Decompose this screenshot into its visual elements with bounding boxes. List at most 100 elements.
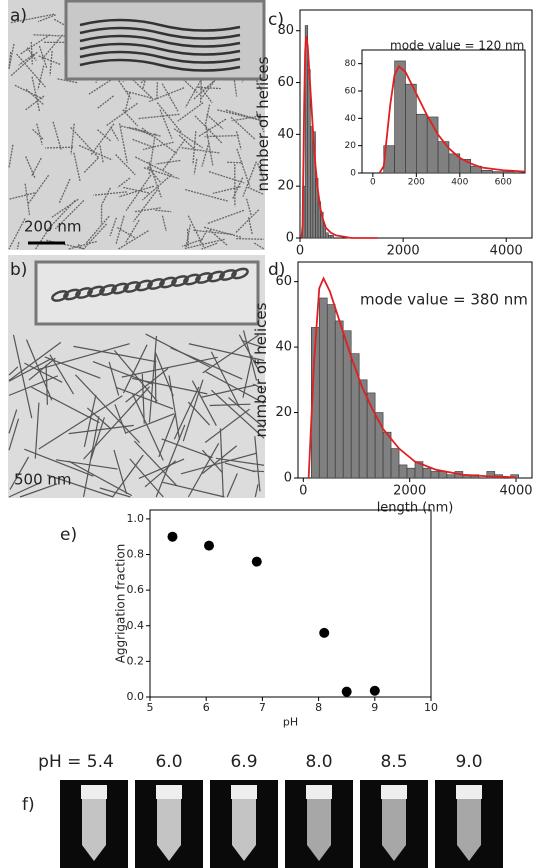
photo-label: 6.9 [230,752,257,772]
fiber [129,458,164,498]
annotation: mode value = 120 nm [390,39,524,53]
fiber [178,134,197,151]
annotation: mode value = 380 nm [360,291,528,309]
fiber [230,116,256,141]
fiber [138,113,180,120]
fiber [121,356,218,378]
tube [232,785,256,861]
helix-turn [231,267,249,280]
fiber [101,187,112,206]
y-tick-label: 40 [275,340,292,355]
y-tick-label: 20 [275,405,292,420]
scale-bar-label: 500 nm [14,471,72,489]
fiber [162,481,225,498]
fiber [34,402,40,459]
fiber [173,386,200,440]
plot-frame [149,509,432,698]
x-tick-label: 400 [451,178,468,188]
point [251,556,262,567]
bar [390,448,400,479]
fiber [36,343,130,371]
bar [326,304,336,479]
y-tick-label: 20 [345,141,357,151]
photo-label: 8.5 [380,752,407,772]
x-axis-label: pH [283,715,298,728]
fiber [19,483,58,498]
y-axis-label: number of helices [252,302,270,437]
tube [457,785,481,861]
fiber [8,341,62,381]
fiber [8,144,14,169]
fiber [201,142,210,167]
fiber [252,383,265,390]
fiber [55,459,118,470]
fiber [141,373,145,424]
fiber [77,243,83,250]
helix [79,18,241,32]
fiber [73,345,157,363]
fiber [200,384,257,398]
fiber [192,77,219,101]
fiber [197,86,221,90]
fiber [45,364,49,405]
fiber [82,223,108,250]
fiber [194,115,223,144]
x-tick-label: 2000 [393,484,426,499]
fiber [55,199,85,230]
bar [318,297,328,479]
panel-label: a) [10,6,27,26]
fiber [16,242,20,250]
bar [394,60,406,174]
fiber [117,177,131,188]
fiber [231,116,257,122]
fiber [24,362,63,383]
fiber [191,380,217,426]
bar [492,171,504,174]
y-tick-label: 60 [275,274,292,289]
y-tick-label: 20 [277,179,294,194]
x-tick-label: 8 [315,701,322,714]
bar [406,467,416,479]
bar [422,467,432,479]
bar [328,235,332,239]
tube-cap [306,785,332,799]
fiber [133,207,161,213]
fiber [115,154,136,176]
fiber [170,347,243,380]
fiber [90,123,115,156]
fiber [125,219,140,243]
fiber [28,357,56,381]
point [341,686,352,697]
y-tick-label: 0.8 [127,548,145,561]
fiber [128,126,147,133]
bar [382,431,392,479]
fiber [130,77,154,100]
fiber [187,443,220,498]
fiber [242,355,253,398]
x-tick-label: 4000 [499,484,532,499]
bar [446,474,456,479]
fiber [210,389,265,439]
x-tick-label: 0 [296,244,304,259]
fiber [38,55,61,65]
fiber [38,45,48,69]
fiber [52,121,62,150]
x-tick-label: 2000 [387,244,420,259]
fiber [8,366,19,376]
fiber [158,412,177,458]
fiber [112,454,144,498]
fiber [185,188,228,202]
fiber [118,185,155,198]
plot-frame [299,9,533,239]
fiber [32,128,45,141]
fiber [12,334,33,419]
helix [79,58,241,72]
panel-label: c) [268,10,284,30]
fiber [200,73,221,99]
bar [405,83,417,174]
fiber [30,41,33,65]
fiber [159,109,173,139]
x-tick-label: 6 [203,701,210,714]
tube-cap [156,785,182,799]
